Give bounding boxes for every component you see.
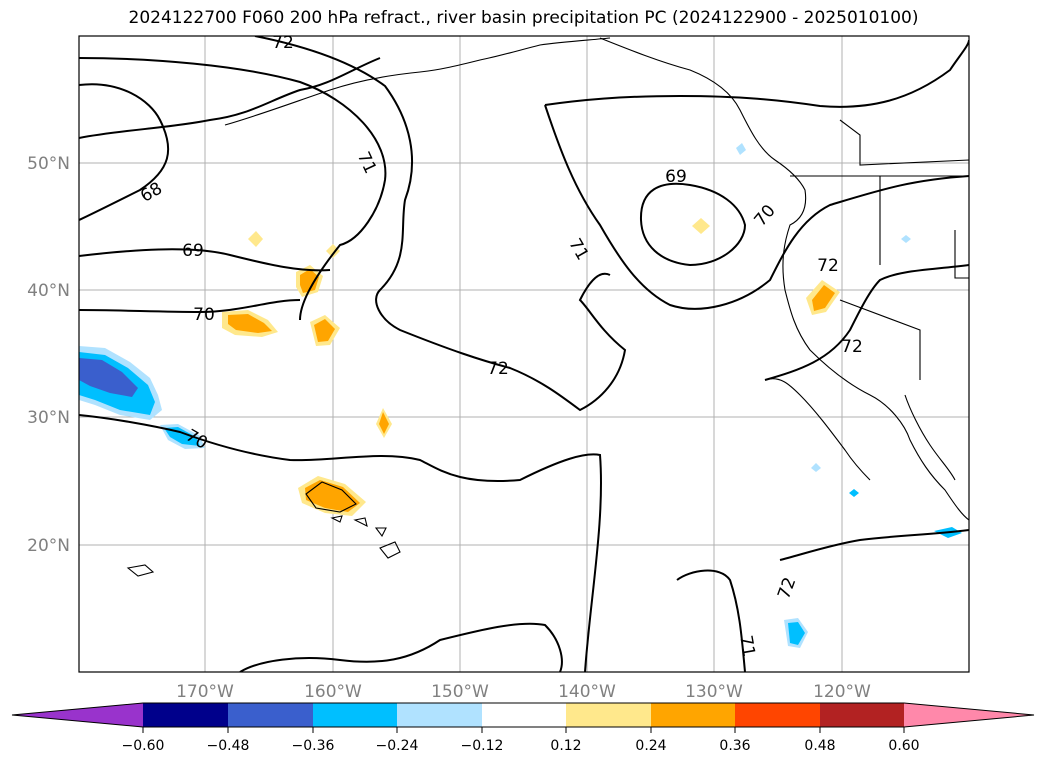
lat-label-40n: 40°N [27, 281, 70, 301]
lon-label-170w: 170°W [176, 682, 234, 702]
positive-anomaly-mid [228, 314, 272, 333]
lat-label-50n: 50°N [27, 154, 70, 174]
molokai [353, 517, 368, 528]
colorbar-tick-label: −0.24 [376, 738, 419, 754]
positive-anomaly-mid [305, 480, 360, 512]
contour-70-north [79, 57, 381, 139]
colorbar-tick-label: 0.60 [888, 738, 919, 754]
colorbar-tick-label: 0.24 [635, 738, 666, 754]
contour-72-north [254, 36, 627, 412]
contour-71-south [239, 622, 563, 672]
contour-70-west [79, 299, 301, 314]
contour-68 [79, 83, 170, 221]
lon-label-120w: 120°W [813, 682, 871, 702]
colorbar-bin [566, 703, 651, 727]
positive-anomaly-light [692, 218, 710, 234]
positive-anomaly-mid [300, 269, 319, 293]
state-border-east [954, 230, 969, 279]
colorbar-extend-left [12, 703, 143, 727]
contour-72-south [779, 529, 969, 561]
negative-anomaly-light [811, 463, 821, 472]
hawaii-island [305, 481, 357, 513]
contour-71-southeast [676, 569, 746, 672]
colorbar: −0.60 −0.48 −0.36 −0.24 −0.12 0.12 0.24 … [11, 702, 1035, 754]
contour-72-east [544, 39, 969, 108]
colorbar-bin [820, 703, 904, 727]
gridlines [79, 36, 969, 672]
colorbar-bin [397, 703, 482, 727]
negative-anomaly-light [901, 235, 911, 243]
colorbar-tick-label: −0.60 [122, 738, 165, 754]
negative-anomaly-mid [164, 427, 200, 446]
contour-label-72-coast: 72 [817, 256, 839, 276]
lon-label-130w: 130°W [685, 682, 743, 702]
colorbar-tick-label: −0.48 [207, 738, 250, 754]
latitude-labels: 50°N 40°N 30°N 20°N [27, 154, 70, 556]
refractivity-contours [79, 36, 969, 672]
lon-label-150w: 150°W [431, 682, 489, 702]
plot-area [79, 36, 969, 672]
negative-anomaly-strong [79, 358, 138, 397]
colorbar-ticks [142, 727, 905, 733]
contour-71-west [79, 57, 387, 321]
contour-label-72-central: 72 [487, 359, 509, 379]
colorbar-tick-label: −0.12 [461, 738, 504, 754]
aleutian-coastline [224, 37, 611, 126]
positive-anomaly-mid [812, 285, 835, 311]
contour-69-east [639, 182, 747, 267]
colorbar-bin [228, 703, 313, 727]
positive-anomaly-light [326, 244, 340, 258]
lat-label-30n: 30°N [27, 408, 70, 428]
colorbar-bin [313, 703, 397, 727]
positive-anomaly-mid [314, 319, 335, 342]
colorbar-bin [143, 703, 228, 727]
maui [330, 515, 343, 523]
contour-72-coast [764, 264, 969, 381]
contour-label-72-baja: 72 [841, 337, 863, 357]
oahu [374, 527, 387, 538]
colorbar-tick-label: 0.48 [804, 738, 835, 754]
positive-anomaly-light [248, 231, 263, 247]
longitude-labels: 170°W 160°W 150°W 140°W 130°W 120°W [176, 682, 871, 702]
map-title: 2024122700 F060 200 hPa refract., river … [128, 8, 919, 28]
state-border-california [839, 299, 921, 380]
contour-label-72-top: 72 [272, 33, 294, 53]
contour-label-69-east: 69 [665, 167, 687, 187]
coastlines [224, 37, 969, 521]
contour-label-70-west: 70 [193, 305, 215, 325]
positive-anomaly-mid [379, 412, 389, 434]
negative-anomaly-mid [788, 622, 805, 645]
hawaiian-islands [126, 481, 401, 577]
colorbar-tick-label: 0.12 [550, 738, 581, 754]
contour-70-south [79, 414, 603, 672]
negative-anomaly-light [736, 143, 746, 155]
big-island [379, 541, 401, 559]
border-canada [839, 119, 969, 166]
colorbar-tick-label: 0.36 [719, 738, 750, 754]
north-america-west-coast [599, 37, 969, 521]
negative-anomaly-mid [849, 489, 859, 497]
remote-island [126, 564, 155, 577]
colorbar-extend-right [904, 703, 1034, 727]
contour-label-69-west: 69 [182, 241, 204, 261]
gulf-of-california [904, 394, 956, 481]
colorbar-bin [735, 703, 820, 727]
lon-label-160w: 160°W [304, 682, 362, 702]
lon-label-140w: 140°W [558, 682, 616, 702]
colorbar-bin [482, 703, 566, 727]
baja-california [764, 378, 871, 481]
contour-69-west [79, 248, 331, 272]
lat-label-20n: 20°N [27, 536, 70, 556]
contour-label-71-south: 71 [735, 634, 758, 659]
colorbar-tick-label: −0.36 [292, 738, 335, 754]
plot-frame [78, 35, 970, 673]
precipitation-shading [79, 143, 962, 648]
contour-71-east [544, 104, 969, 310]
colorbar-bin [651, 703, 735, 727]
